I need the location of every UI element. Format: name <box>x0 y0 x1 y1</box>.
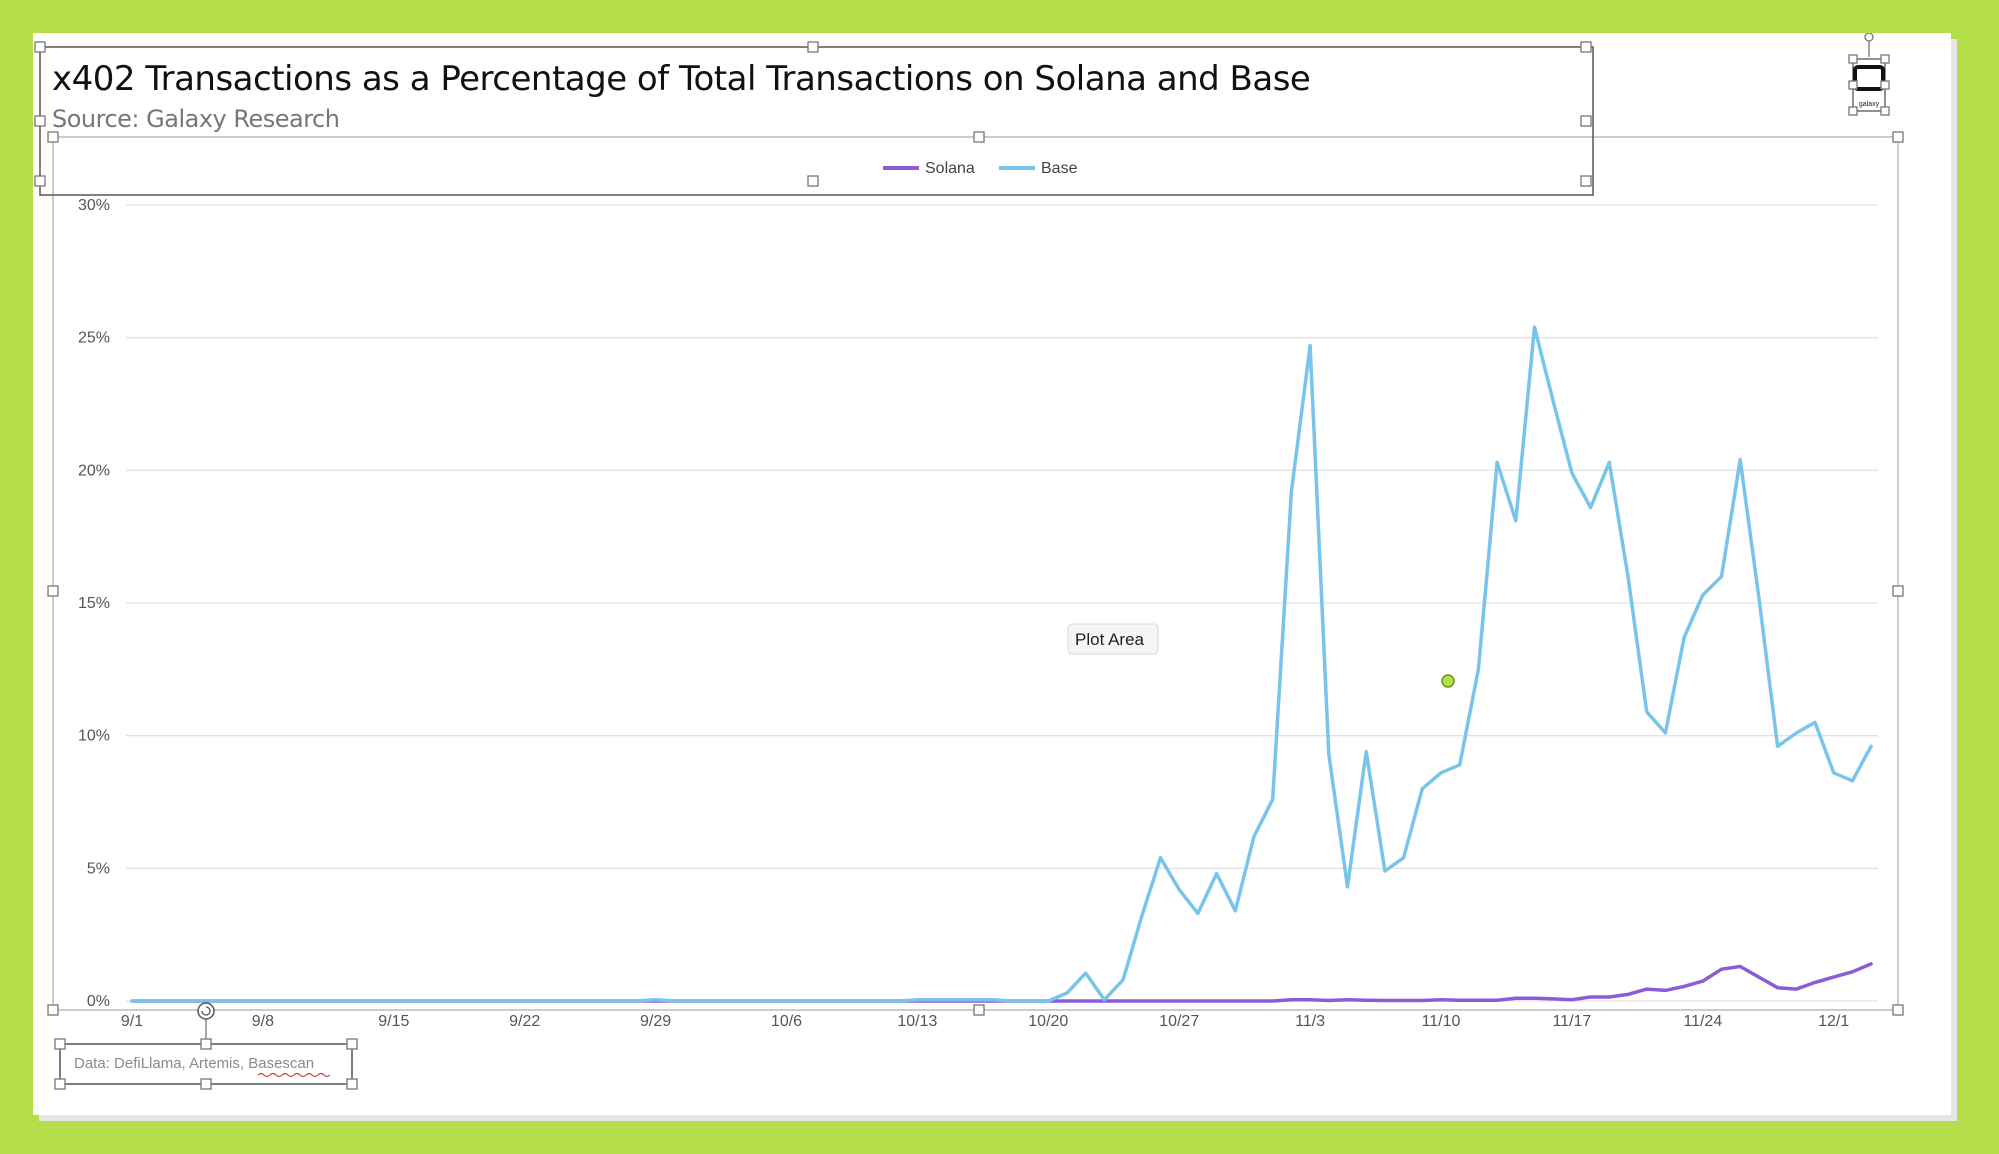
gridlines <box>126 204 1878 1002</box>
y-tick-label: 0% <box>87 993 110 1010</box>
chart-area-frame[interactable] <box>52 136 1899 1011</box>
resize-handle[interactable] <box>200 1038 212 1050</box>
resize-handle[interactable] <box>807 41 819 53</box>
y-tick-label: 25% <box>78 330 110 347</box>
y-tick-label: 5% <box>87 860 110 877</box>
adjust-handle-dot[interactable] <box>1441 674 1455 688</box>
chart-slide: x402 Transactions as a Percentage of Tot… <box>33 33 1951 1115</box>
resize-handle[interactable] <box>1892 585 1904 597</box>
plot-area-tooltip: Plot Area <box>1067 623 1159 655</box>
resize-handle[interactable] <box>54 1038 66 1050</box>
x-tick-label: 10/20 <box>1028 1013 1068 1030</box>
galaxy-logo-icon[interactable]: galaxy <box>1848 33 1890 116</box>
selection-handles[interactable] <box>34 41 1904 1090</box>
x-tick-label: 11/3 <box>1295 1013 1325 1030</box>
legend[interactable]: Solana Base <box>883 160 1078 177</box>
resize-handle[interactable] <box>1580 115 1592 127</box>
spellcheck-underline <box>257 1072 331 1078</box>
x-tick-label: 11/17 <box>1552 1013 1591 1030</box>
series-lines[interactable] <box>130 325 1873 1003</box>
resize-handle[interactable] <box>34 115 46 127</box>
x-tick-label: 9/15 <box>378 1013 409 1030</box>
resize-handle[interactable] <box>973 1004 985 1016</box>
resize-handle[interactable] <box>973 131 985 143</box>
resize-handle[interactable] <box>1892 131 1904 143</box>
resize-handle[interactable] <box>346 1038 358 1050</box>
y-axis-ticks: 0% 5% 10% 15% 20% 25% 30% <box>78 197 110 1010</box>
resize-handle[interactable] <box>47 131 59 143</box>
series-line-base[interactable] <box>130 325 1873 1003</box>
svg-text:galaxy: galaxy <box>1859 101 1880 108</box>
resize-handle[interactable] <box>34 41 46 53</box>
series-line-solana[interactable] <box>130 962 1873 1003</box>
x-tick-label: 11/10 <box>1422 1013 1461 1030</box>
resize-handle[interactable] <box>346 1078 358 1090</box>
y-tick-label: 30% <box>78 197 110 214</box>
legend-label-base: Base <box>1041 160 1078 177</box>
legend-label-solana: Solana <box>925 160 975 177</box>
x-tick-label: 10/6 <box>771 1013 802 1030</box>
resize-handle[interactable] <box>1892 1004 1904 1016</box>
y-tick-label: 20% <box>78 462 110 479</box>
source-note[interactable]: Data: DefiLlama, Artemis, Basescan <box>74 1055 314 1072</box>
resize-handle[interactable] <box>47 1004 59 1016</box>
resize-handle[interactable] <box>34 175 46 187</box>
x-tick-label: 9/1 <box>121 1013 143 1030</box>
rotate-handle-icon[interactable] <box>197 1002 215 1043</box>
resize-handle[interactable] <box>200 1078 212 1090</box>
x-axis-ticks: 9/1 9/8 9/15 9/22 9/29 10/6 10/13 10/20 10/27 11/… <box>121 1013 1849 1030</box>
resize-handle[interactable] <box>807 175 819 187</box>
chart-subtitle[interactable]: Source: Galaxy Research <box>52 105 340 133</box>
x-tick-label: 11/24 <box>1683 1013 1722 1030</box>
x-tick-label: 9/22 <box>509 1013 540 1030</box>
x-tick-label: 10/27 <box>1159 1013 1199 1030</box>
chart-title[interactable]: x402 Transactions as a Percentage of Tot… <box>52 59 1311 99</box>
x-tick-label: 12/1 <box>1818 1013 1849 1030</box>
x-tick-label: 10/13 <box>897 1013 937 1030</box>
svg-text:Plot Area: Plot Area <box>1075 630 1145 649</box>
chart-canvas: x402 Transactions as a Percentage of Tot… <box>34 33 1904 1090</box>
resize-handle[interactable] <box>47 585 59 597</box>
resize-handle[interactable] <box>1580 175 1592 187</box>
y-tick-label: 15% <box>78 595 110 612</box>
y-tick-label: 10% <box>78 728 110 745</box>
resize-handle[interactable] <box>54 1078 66 1090</box>
resize-handle[interactable] <box>1580 41 1592 53</box>
x-tick-label: 9/8 <box>252 1013 274 1030</box>
x-tick-label: 9/29 <box>640 1013 671 1030</box>
